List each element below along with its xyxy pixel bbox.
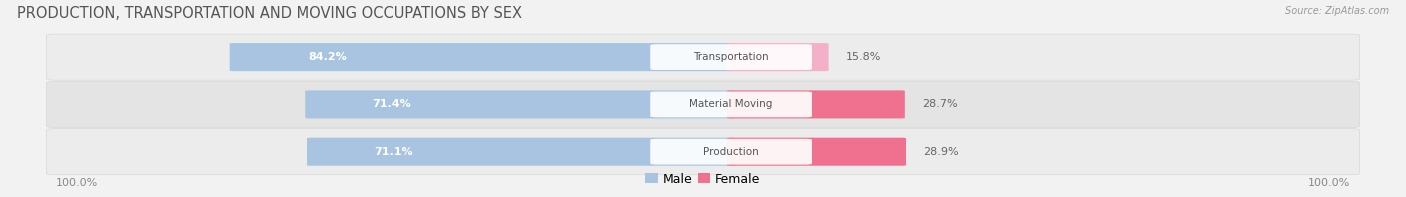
Text: Source: ZipAtlas.com: Source: ZipAtlas.com — [1285, 6, 1389, 16]
FancyBboxPatch shape — [46, 129, 1360, 175]
Legend: Male, Female: Male, Female — [641, 168, 765, 191]
FancyBboxPatch shape — [727, 138, 905, 166]
Text: 71.4%: 71.4% — [373, 99, 412, 109]
FancyBboxPatch shape — [650, 44, 813, 70]
Text: Material Moving: Material Moving — [689, 99, 773, 109]
Text: 100.0%: 100.0% — [56, 178, 98, 188]
Text: PRODUCTION, TRANSPORTATION AND MOVING OCCUPATIONS BY SEX: PRODUCTION, TRANSPORTATION AND MOVING OC… — [17, 6, 522, 21]
Text: 100.0%: 100.0% — [1308, 178, 1350, 188]
Text: 71.1%: 71.1% — [374, 147, 413, 157]
FancyBboxPatch shape — [46, 34, 1360, 80]
FancyBboxPatch shape — [650, 139, 813, 165]
FancyBboxPatch shape — [727, 43, 828, 71]
Text: Transportation: Transportation — [693, 52, 769, 62]
Text: Production: Production — [703, 147, 759, 157]
Text: 15.8%: 15.8% — [845, 52, 882, 62]
FancyBboxPatch shape — [307, 138, 735, 166]
FancyBboxPatch shape — [305, 90, 735, 118]
FancyBboxPatch shape — [46, 81, 1360, 127]
FancyBboxPatch shape — [229, 43, 735, 71]
FancyBboxPatch shape — [650, 91, 813, 117]
Text: 84.2%: 84.2% — [308, 52, 347, 62]
Text: 28.7%: 28.7% — [922, 99, 957, 109]
FancyBboxPatch shape — [727, 90, 905, 118]
Text: 28.9%: 28.9% — [922, 147, 959, 157]
